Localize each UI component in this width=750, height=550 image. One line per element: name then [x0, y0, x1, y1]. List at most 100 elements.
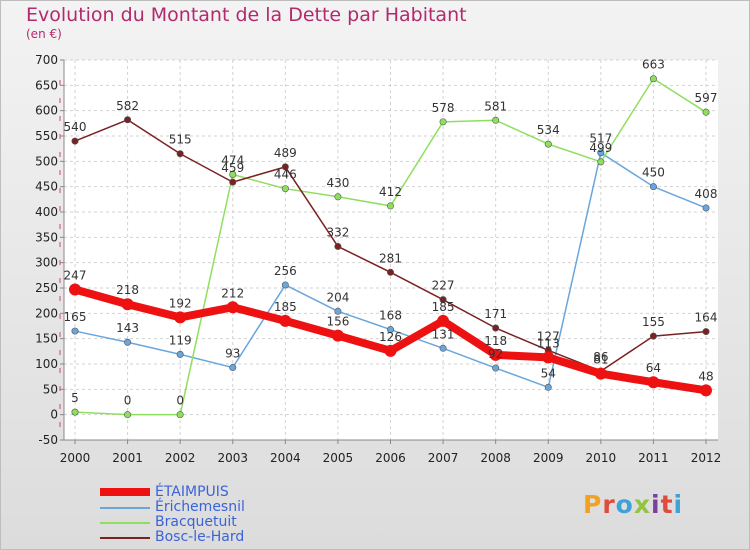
data-label: 5 [71, 391, 79, 405]
logo-letter: t [660, 490, 674, 519]
data-label: 446 [274, 168, 297, 182]
legend-label: Bracquetuit [155, 514, 237, 530]
data-point [176, 411, 184, 419]
data-label: 0 [176, 394, 184, 408]
y-tick-label: 450 [35, 180, 58, 194]
data-label: 164 [695, 311, 718, 325]
data-label: 474 [221, 154, 244, 168]
line-chart: -500501001502002503003504004505005506006… [35, 53, 721, 465]
grid-lines [64, 59, 718, 441]
logo-letter: x [633, 490, 651, 519]
data-point [229, 171, 237, 179]
data-label: 185 [432, 300, 455, 314]
data-point [124, 338, 132, 346]
data-point [489, 348, 502, 361]
data-point [542, 351, 555, 364]
data-point [594, 367, 607, 380]
data-point [334, 193, 342, 201]
data-label: 489 [274, 146, 297, 160]
x-tick-label: 2001 [112, 451, 143, 465]
data-label: 185 [274, 300, 297, 314]
data-label: 408 [695, 187, 718, 201]
data-label: 143 [116, 321, 139, 335]
x-tick-label: 2007 [428, 451, 459, 465]
data-label: 540 [64, 120, 87, 134]
data-point [386, 202, 394, 210]
data-label: 127 [537, 329, 560, 343]
data-labels: 247 218 192 212 185 156 126 185 118 113 81 64 48 165 1… [64, 58, 718, 408]
logo-letter: i [651, 490, 661, 519]
data-point [334, 307, 342, 315]
data-point [597, 158, 605, 166]
data-label: 430 [326, 176, 349, 190]
data-label: 581 [484, 99, 507, 113]
y-tick-label: 100 [35, 357, 58, 371]
data-label: 227 [432, 279, 455, 293]
data-label: 168 [379, 309, 402, 323]
data-label: 597 [695, 91, 718, 105]
x-tick-label: 2003 [217, 451, 248, 465]
data-label: 86 [593, 350, 608, 364]
data-point [71, 408, 79, 416]
y-tick-label: 300 [35, 256, 58, 270]
data-label: 93 [225, 347, 240, 361]
data-label: 81 [593, 353, 608, 367]
data-point [700, 384, 712, 397]
data-point [121, 298, 134, 311]
y-tick-label: -50 [38, 433, 58, 447]
data-point [386, 326, 394, 334]
data-point [492, 116, 500, 124]
data-point [384, 344, 397, 357]
data-point [226, 301, 239, 314]
data-point [597, 149, 605, 157]
legend-swatch [100, 507, 150, 509]
data-label: 113 [537, 336, 560, 350]
data-label: 247 [64, 269, 87, 283]
data-point [702, 328, 710, 336]
data-point [124, 411, 132, 419]
y-tick-label: 550 [35, 129, 58, 143]
data-label: 156 [326, 315, 349, 329]
data-point [702, 204, 710, 212]
data-point [279, 314, 292, 327]
x-tick-label: 2004 [270, 451, 301, 465]
data-label: 131 [432, 327, 455, 341]
series-lines [69, 75, 712, 419]
y-tick-label: 650 [35, 78, 58, 92]
data-point [281, 281, 289, 289]
data-point [331, 329, 344, 342]
data-point [334, 242, 342, 250]
legend-swatch [100, 537, 150, 539]
data-point [281, 185, 289, 193]
data-point [647, 376, 660, 389]
data-point [544, 140, 552, 148]
legend-swatch [100, 522, 150, 524]
chart-subtitle: (en €) [26, 27, 62, 41]
x-tick-label: 2002 [165, 451, 196, 465]
data-point [439, 296, 447, 304]
logo-letter: r [602, 490, 616, 519]
data-label: 54 [541, 366, 556, 380]
data-point [176, 150, 184, 158]
data-point [386, 268, 394, 276]
y-tick-label: 200 [35, 306, 58, 320]
data-point [229, 178, 237, 186]
logo-letter: o [615, 490, 634, 519]
data-label: 499 [589, 141, 612, 155]
y-tick-label: 600 [35, 104, 58, 118]
data-label: 119 [169, 333, 192, 347]
data-label: 450 [642, 166, 665, 180]
data-label: 165 [64, 310, 87, 324]
x-tick-label: 2005 [323, 451, 354, 465]
data-point [702, 108, 710, 116]
legend-label: Érichemesnil [155, 499, 245, 515]
data-label: 332 [326, 225, 349, 239]
data-point [649, 75, 657, 83]
data-point [492, 324, 500, 332]
legend-label: ÉTAIMPUIS [155, 484, 229, 500]
data-point [71, 327, 79, 335]
x-tick-label: 2000 [60, 451, 91, 465]
data-label: 118 [484, 334, 507, 348]
data-point [437, 314, 450, 327]
y-tick-label: 700 [35, 53, 58, 67]
